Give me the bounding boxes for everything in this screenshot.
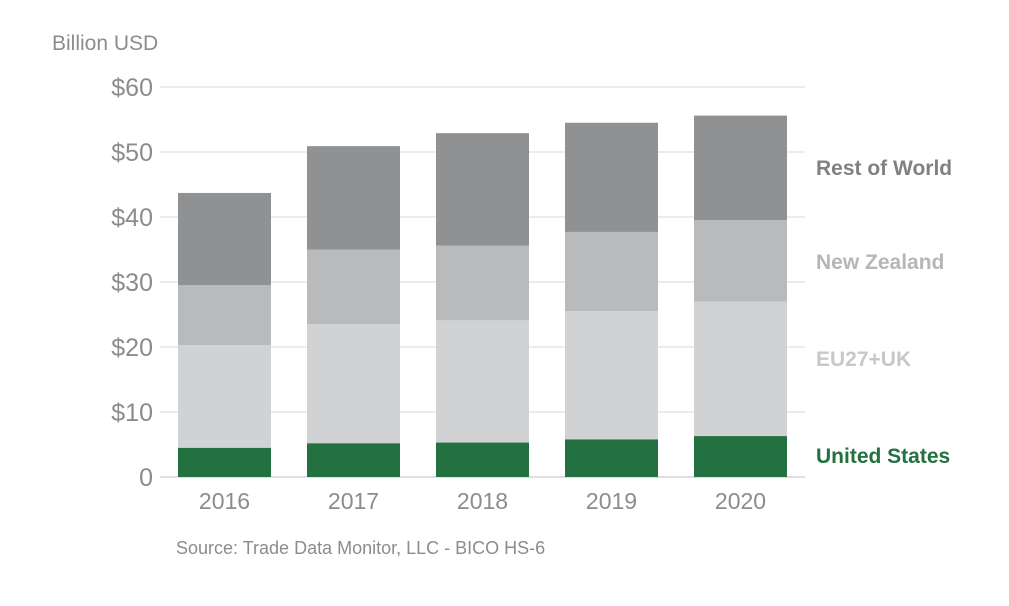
x-tick-label: 2017 <box>328 488 379 514</box>
y-tick-labels: 0 $10 $20 $30 $40 $50 $60 <box>111 74 153 492</box>
bar-segment-eu27-uk <box>436 320 529 443</box>
y-tick-label: $20 <box>111 334 153 362</box>
bar-segment-rest-of-world <box>436 133 529 246</box>
y-axis-label: Billion USD <box>52 32 158 55</box>
x-tick-label: 2019 <box>586 488 637 514</box>
y-tick-label: $30 <box>111 269 153 297</box>
bar-segment-eu27-uk <box>178 345 271 448</box>
legend-entry-new-zealand: New Zealand <box>816 251 944 274</box>
bar-segment-eu27-uk <box>694 301 787 437</box>
legend-entry-rest-of-world: Rest of World <box>816 157 952 180</box>
bar-segment-rest-of-world <box>178 192 271 286</box>
bar-segment-united-states <box>178 447 271 477</box>
bar-segment-new-zealand <box>307 249 400 325</box>
bar-segment-united-states <box>565 439 658 477</box>
x-tick-label: 2020 <box>715 488 766 514</box>
x-tick-labels: 2016 2017 2018 2019 2020 <box>199 488 766 514</box>
bar-segment-united-states <box>436 442 529 477</box>
y-tick-label: $40 <box>111 204 153 232</box>
bar-segment-eu27-uk <box>307 324 400 444</box>
bar-segment-new-zealand <box>694 220 787 302</box>
bar-segment-rest-of-world <box>307 146 400 250</box>
y-tick-label: $50 <box>111 139 153 167</box>
x-tick-label: 2016 <box>199 488 250 514</box>
x-tick-label: 2018 <box>457 488 508 514</box>
bar-segment-new-zealand <box>436 245 529 321</box>
legend-entry-united-states: United States <box>816 445 950 468</box>
y-tick-label: $60 <box>111 74 153 102</box>
bar-segment-united-states <box>694 436 787 477</box>
y-tick-label: $10 <box>111 399 153 427</box>
bar-segment-new-zealand <box>565 231 658 312</box>
bar-segment-rest-of-world <box>565 122 658 232</box>
source-note: Source: Trade Data Monitor, LLC - BICO H… <box>176 538 545 558</box>
legend-entry-eu27-uk: EU27+UK <box>816 348 911 371</box>
bar-segment-united-states <box>307 443 400 477</box>
bar-segment-eu27-uk <box>565 311 658 440</box>
bar-segment-rest-of-world <box>694 115 787 221</box>
bars <box>178 115 787 477</box>
legend: United States EU27+UK New Zealand Rest of W… <box>816 157 952 468</box>
bar-segment-new-zealand <box>178 285 271 346</box>
y-tick-label: 0 <box>139 464 153 492</box>
